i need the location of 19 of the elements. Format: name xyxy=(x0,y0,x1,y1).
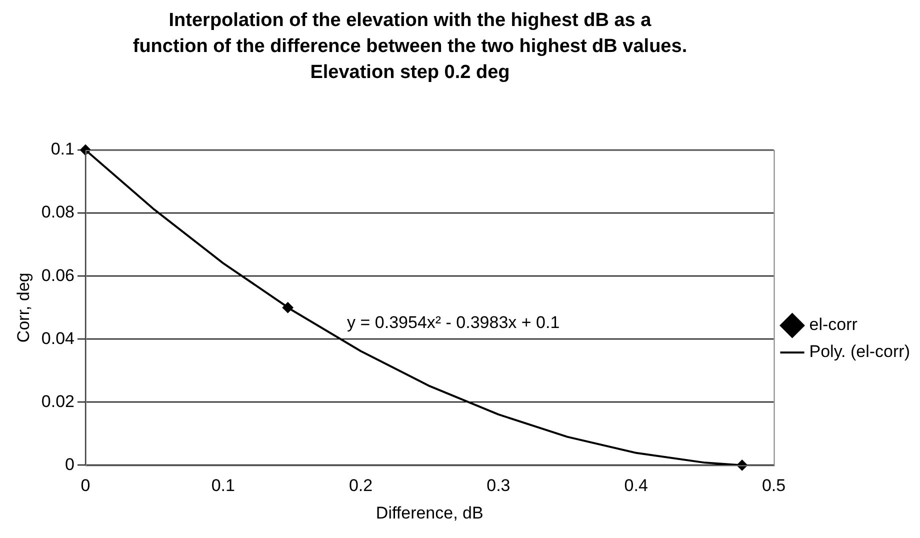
y-tick-label: 0.1 xyxy=(50,140,74,159)
x-axis-title: Difference, dB xyxy=(376,503,484,522)
y-tick-label: 0.06 xyxy=(41,266,74,285)
legend-label: el-corr xyxy=(809,315,858,334)
annotation: y = 0.3954x² - 0.3983x + 0.1 xyxy=(347,313,560,332)
x-tick-label: 0 xyxy=(80,476,90,496)
legend-label: Poly. (el-corr) xyxy=(809,342,910,362)
x-tick-label: 0.5 xyxy=(762,476,786,496)
y-tick-label: 0.02 xyxy=(41,392,74,411)
x-tick-label: 0.2 xyxy=(348,476,373,496)
x-tick-label: 0.3 xyxy=(486,476,510,496)
chart-title: Interpolation of the elevation with the highest dB as a function of the difference between the two highest dB values. Elevation step 0.2 deg xyxy=(132,9,688,85)
y-tick-label: 0.04 xyxy=(41,328,74,348)
y-axis-title: Corr, deg xyxy=(14,272,33,343)
x-tick-label: 0.4 xyxy=(624,476,648,496)
point xyxy=(282,302,294,314)
x-tick-label: 0.1 xyxy=(211,476,235,496)
y-tick-label: 0 xyxy=(65,454,74,474)
y-tick-label: 0.08 xyxy=(41,202,74,222)
